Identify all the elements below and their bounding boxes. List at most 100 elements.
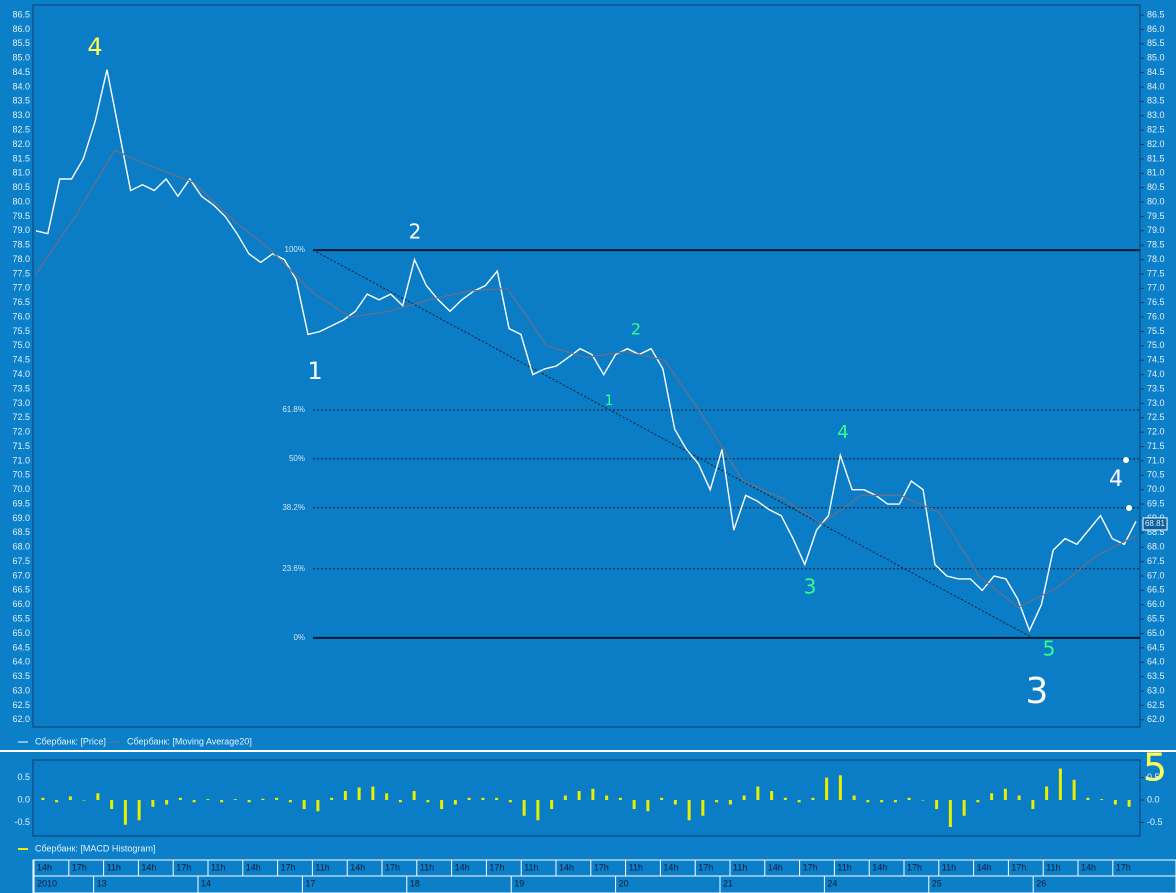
y-tick-label: 77.5 <box>1147 268 1165 278</box>
histogram-bar <box>990 793 994 801</box>
histogram-bar <box>550 800 554 810</box>
histogram-bar <box>673 800 677 805</box>
histogram-bar <box>233 799 237 801</box>
hour-label: 14h <box>977 862 992 872</box>
hour-label: 17h <box>385 862 400 872</box>
y-tick-label: 85.5 <box>1147 38 1165 48</box>
histogram-bar <box>178 797 182 801</box>
y-tick-label: 83.5 <box>12 96 30 106</box>
y-tick-label: 73.5 <box>1147 383 1165 393</box>
legend-label: Сбербанк: [Moving Average20] <box>127 736 252 746</box>
day-label: 13 <box>97 878 107 888</box>
y-tick-label: 85.5 <box>12 38 30 48</box>
histogram-bar <box>316 800 320 812</box>
y-tick-label: 78.5 <box>12 240 30 250</box>
hour-label: 14h <box>455 862 470 872</box>
y-tick-label: 67.5 <box>1147 556 1165 566</box>
y-tick-label: 82.5 <box>12 125 30 135</box>
histogram-bar <box>467 797 471 801</box>
y-tick-label: 68.5 <box>1147 527 1165 537</box>
y-tick-label: 77.0 <box>12 283 30 293</box>
hour-label: 14h <box>768 862 783 872</box>
y-tick-label: 82.5 <box>1147 125 1165 135</box>
histogram-bar <box>880 800 884 803</box>
y-tick-label: 86.0 <box>12 24 30 34</box>
wave-label: 3 <box>804 575 817 599</box>
day-label: 17 <box>305 878 315 888</box>
last-price-tag <box>1142 517 1168 531</box>
y-tick-label: 75.0 <box>12 340 30 350</box>
wave-label: 2 <box>631 320 641 339</box>
histogram-bar <box>453 800 457 805</box>
hour-label: 14h <box>559 862 574 872</box>
hour-label: 14h <box>872 862 887 872</box>
histogram-bar <box>962 800 966 816</box>
y-tick-label: 62.5 <box>1147 700 1165 710</box>
histogram-bar <box>715 800 719 803</box>
histogram-bar <box>522 800 526 816</box>
wave-label: 3 <box>1026 671 1049 712</box>
y-tick-label: 79.0 <box>12 225 30 235</box>
fib-label: 50% <box>289 454 305 463</box>
y-tick-label: 68.5 <box>12 527 30 537</box>
fib-label: 61.8% <box>282 405 305 414</box>
y-tick-label: 78.0 <box>1147 254 1165 264</box>
histogram-bar <box>825 777 829 801</box>
wave-label: 1 <box>605 393 614 409</box>
y-tick-label: 84.0 <box>1147 81 1165 91</box>
hour-label: 17h <box>1116 862 1131 872</box>
y-tick-label: 85.0 <box>1147 53 1165 63</box>
y-tick-label: 73.0 <box>12 398 30 408</box>
histogram-bar <box>907 797 911 801</box>
y-tick-label: 0.5 <box>1147 772 1160 782</box>
histogram-bar <box>811 797 815 801</box>
y-tick-label: -0.5 <box>1147 817 1163 827</box>
macd-panel <box>32 759 1141 837</box>
histogram-bar <box>605 795 609 801</box>
price-line <box>35 69 1137 633</box>
hour-label: 11h <box>211 862 225 872</box>
histogram-bar <box>728 800 732 805</box>
histogram-bar <box>1045 786 1049 801</box>
y-tick-label: 72.5 <box>12 412 30 422</box>
y-tick-label: 73.5 <box>12 383 30 393</box>
hour-label: 17h <box>281 862 296 872</box>
histogram-bar <box>385 793 389 801</box>
y-tick-label: 76.5 <box>1147 297 1165 307</box>
histogram-bar <box>55 800 59 803</box>
histogram-bar <box>1017 795 1021 801</box>
y-tick-label: 67.5 <box>12 556 30 566</box>
y-tick-label: 71.0 <box>1147 455 1165 465</box>
y-tick-label: 66.5 <box>12 585 30 595</box>
price-panel <box>32 4 1141 728</box>
histogram-bar <box>275 797 279 801</box>
y-tick-label: 80.0 <box>1147 196 1165 206</box>
y-tick-label: 84.0 <box>12 81 30 91</box>
hour-label: 17h <box>489 862 504 872</box>
y-tick-label: 0.0 <box>17 794 30 804</box>
hour-label: 11h <box>107 862 121 872</box>
histogram-bar <box>398 800 402 803</box>
y-tick-label: 82.0 <box>1147 139 1165 149</box>
y-tick-label: 86.5 <box>1147 9 1165 19</box>
y-tick-label: 72.0 <box>1147 427 1165 437</box>
y-tick-label: 84.5 <box>1147 67 1165 77</box>
y-tick-label: 62.5 <box>12 700 30 710</box>
y-tick-label: 63.0 <box>1147 685 1165 695</box>
histogram-bar <box>343 791 347 801</box>
y-tick-label: -0.5 <box>14 817 30 827</box>
y-tick-label: 75.0 <box>1147 340 1165 350</box>
y-tick-label: 81.0 <box>12 168 30 178</box>
histogram-bar <box>866 800 870 803</box>
hour-label: 11h <box>315 862 329 872</box>
day-label: 20 <box>619 878 629 888</box>
y-tick-label: 68.0 <box>12 542 30 552</box>
y-tick-label: 81.5 <box>1147 153 1165 163</box>
trend-line <box>312 249 1034 639</box>
histogram-bar <box>577 791 581 801</box>
y-tick-label: 71.5 <box>12 441 30 451</box>
y-tick-label: 66.5 <box>1147 585 1165 595</box>
y-tick-label: 70.5 <box>12 470 30 480</box>
histogram-bar <box>660 797 664 801</box>
y-tick-label: 0.5 <box>17 772 30 782</box>
